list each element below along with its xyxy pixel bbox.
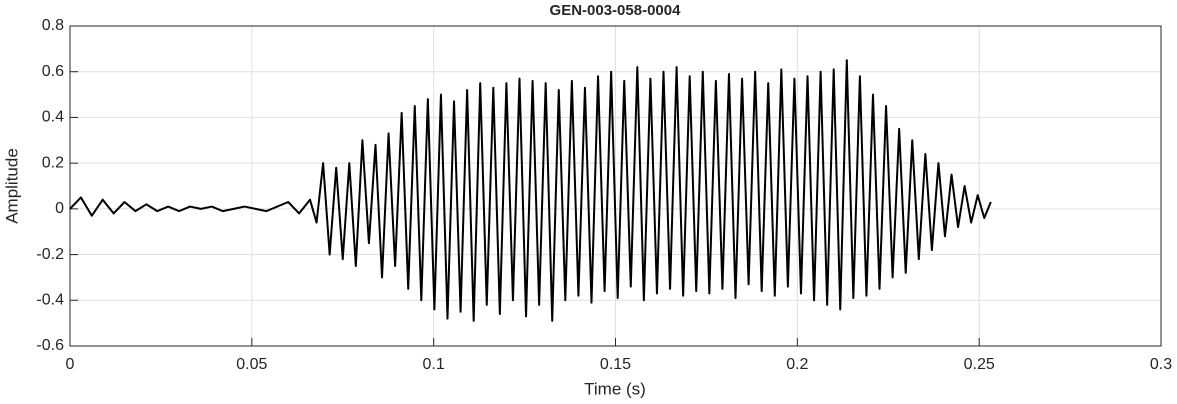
y-tick-label: 0.6 (42, 63, 64, 80)
y-tick-label: -0.4 (36, 292, 64, 309)
x-tick-label: 0.05 (236, 356, 267, 373)
y-tick-label: 0 (55, 200, 64, 217)
x-tick-label: 0.3 (1150, 356, 1172, 373)
x-tick-label: 0 (66, 356, 75, 373)
y-tick-label: -0.6 (36, 337, 64, 354)
waveform-line (69, 59, 992, 322)
y-tick-label: -0.2 (36, 246, 64, 263)
x-tick-label: 0.1 (423, 356, 445, 373)
x-axis-label: Time (s) (584, 379, 646, 398)
x-tick-label: 0.25 (964, 356, 995, 373)
y-tick-label: 0.8 (42, 17, 64, 34)
x-tick-label: 0.15 (600, 356, 631, 373)
y-axis-label: Amplitude (2, 148, 21, 224)
y-tick-label: 0.2 (42, 154, 64, 171)
x-tick-label: 0.2 (786, 356, 808, 373)
y-tick-label: 0.4 (42, 109, 64, 126)
plot-border (69, 25, 1162, 347)
chart-title: GEN-003-058-0004 (550, 2, 682, 19)
